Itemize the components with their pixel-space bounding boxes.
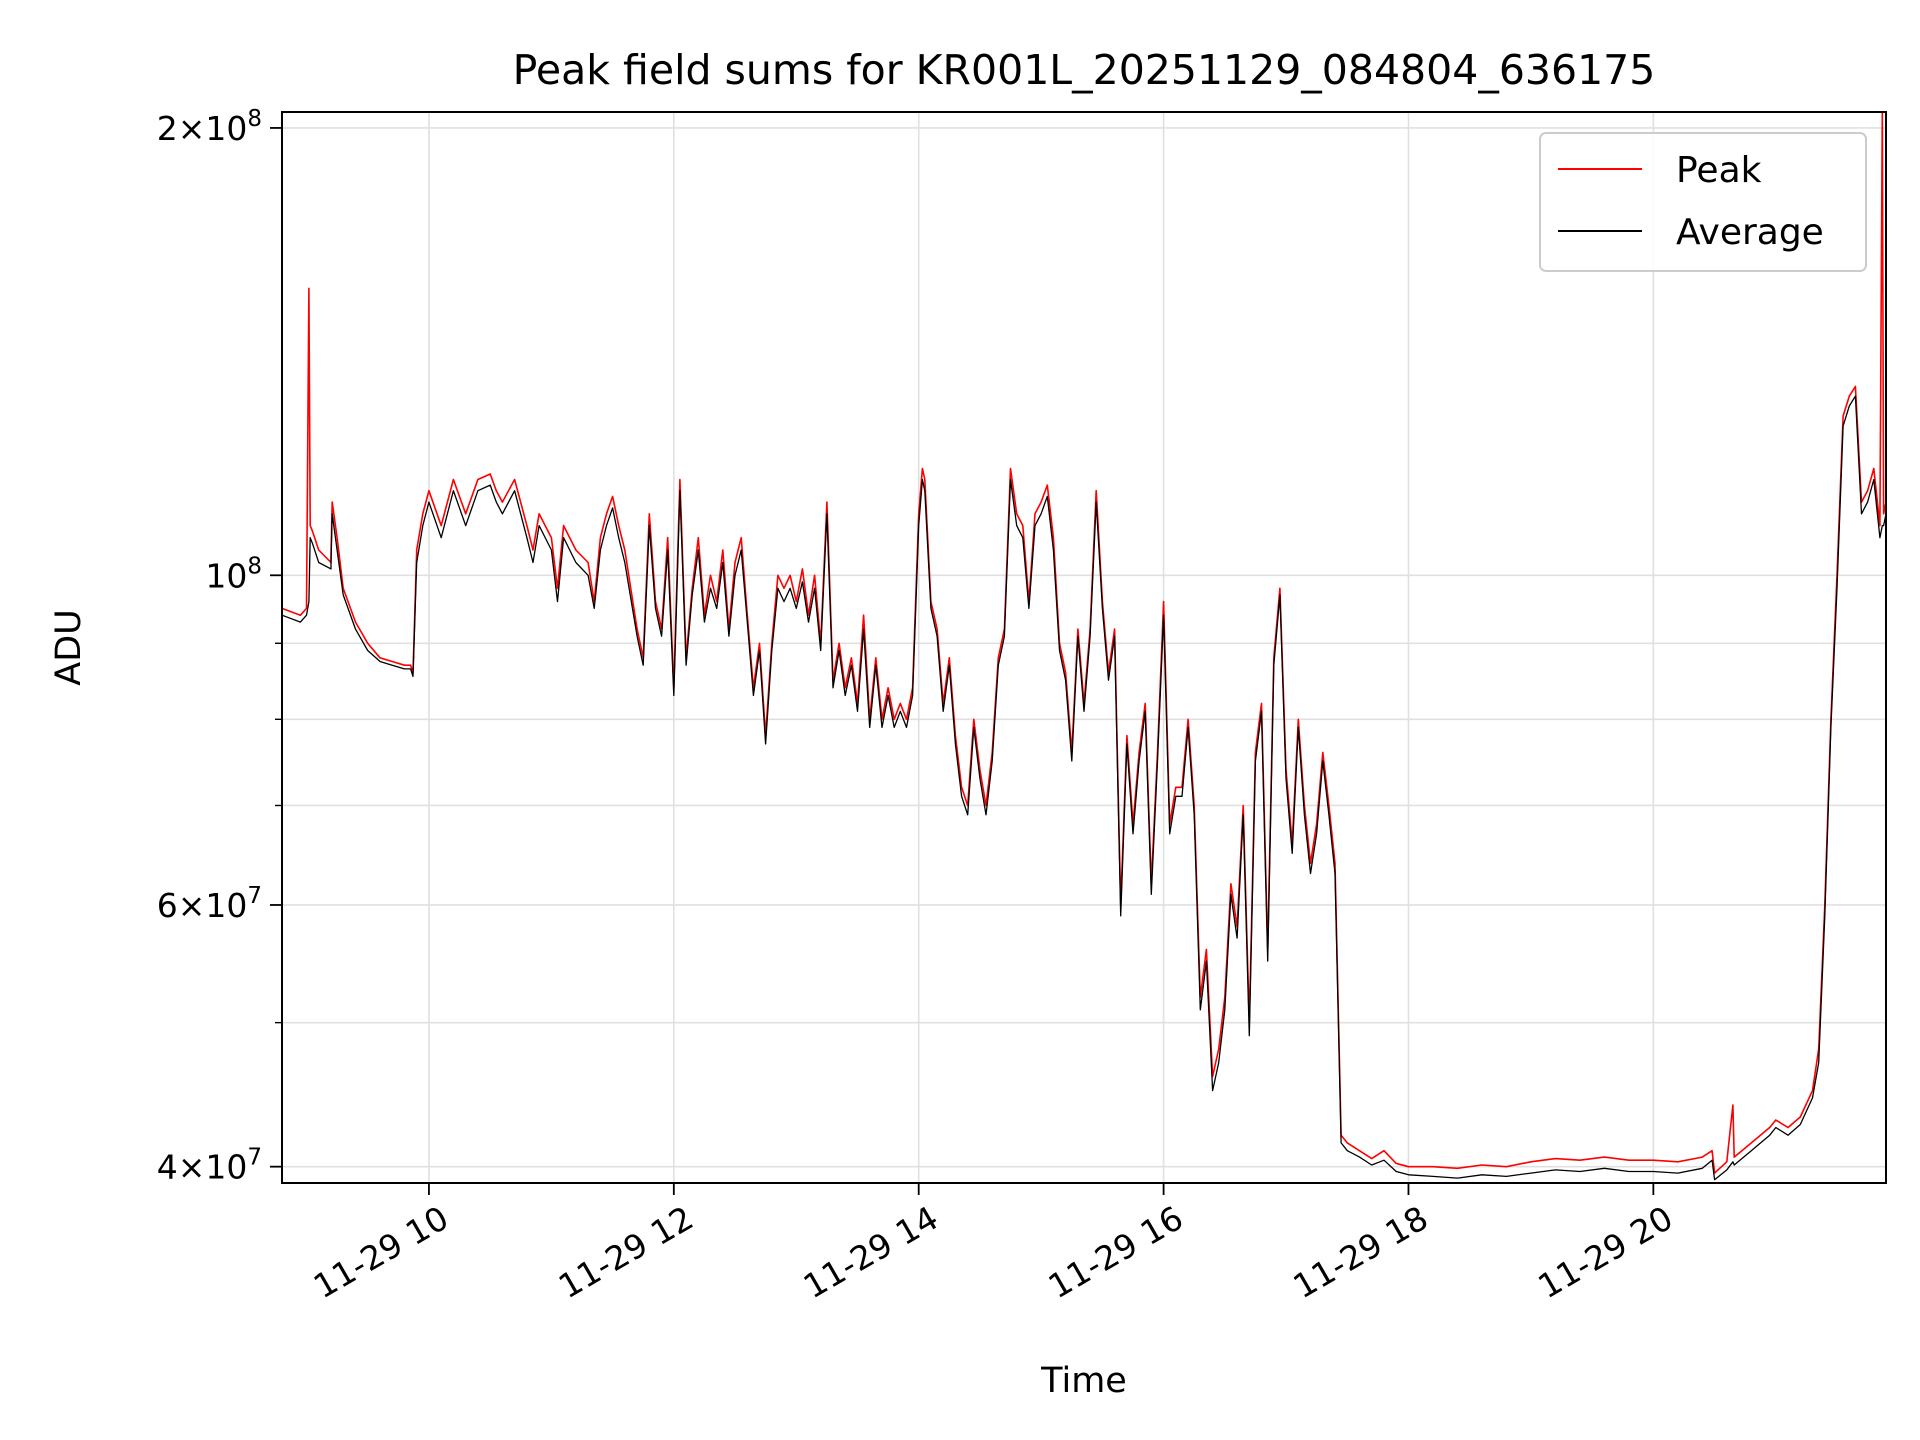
series-line-peak [281, 111, 1887, 1174]
legend-box [1539, 132, 1867, 272]
series-line-average [281, 395, 1887, 1181]
y-tick-label: 2×108 [157, 106, 262, 148]
x-axis-label: Time [1040, 1361, 1127, 1401]
y-tick-label: 4×107 [157, 1145, 262, 1187]
grid [282, 112, 1886, 1183]
y-tick-label: 6×107 [157, 883, 262, 925]
plot-area-frame [281, 111, 1887, 1184]
legend: Peak Average [1539, 132, 1867, 272]
y-axis-label: ADU [49, 609, 89, 686]
y-tick-label: 108 [205, 553, 262, 595]
legend-label-average: Average [1676, 212, 1824, 253]
plot-series [281, 111, 1887, 1181]
legend-label-peak: Peak [1676, 150, 1762, 191]
chart-title: Peak field sums for KR001L_20251129_0848… [513, 46, 1656, 94]
